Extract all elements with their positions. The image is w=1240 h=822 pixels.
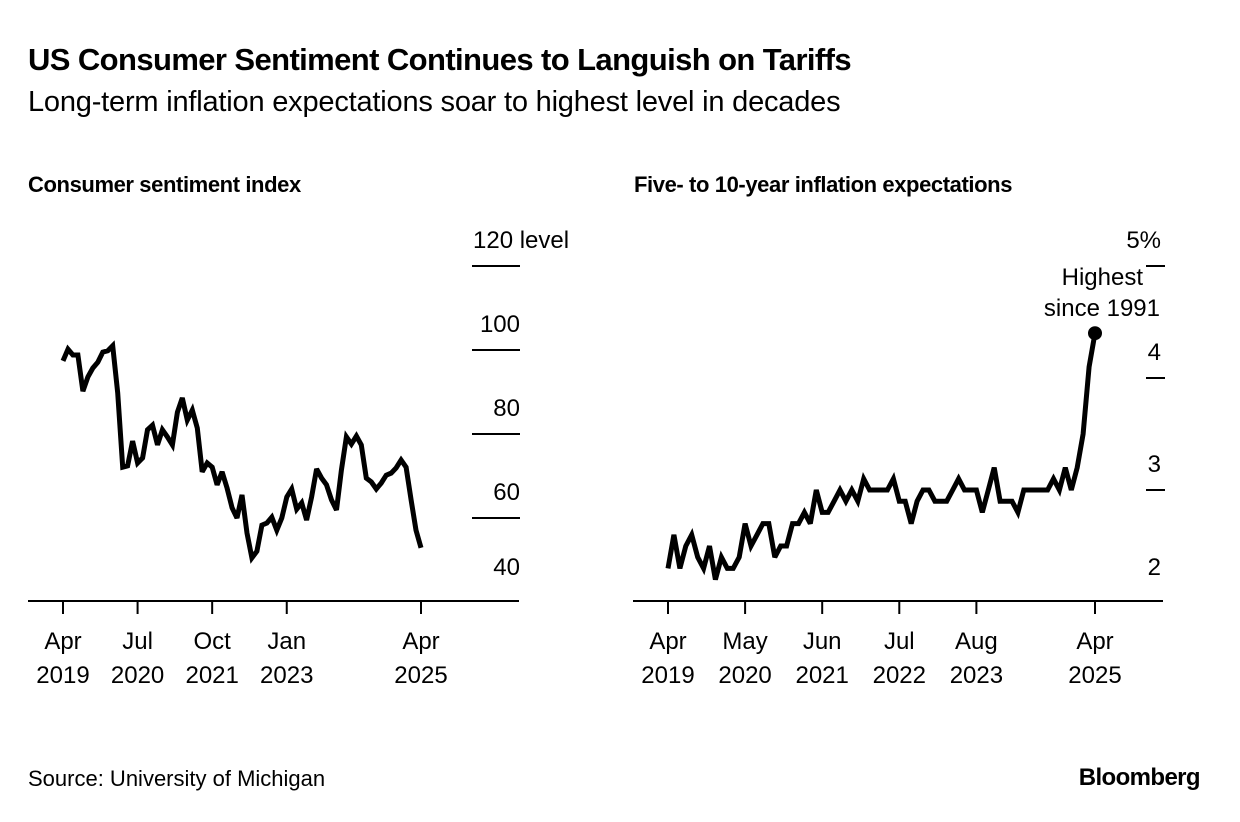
x-tick-label-month: Apr — [1076, 628, 1113, 655]
consumer-sentiment-chart: 40 60 80 100 120 level Apr 2019 Jul 2020 Oct 2021 J… — [28, 227, 569, 689]
y-tick-label: 40 — [493, 554, 520, 581]
x-tick-label-year: 2021 — [185, 662, 238, 689]
y-tick-label: 120 level — [473, 227, 569, 254]
bloomberg-logo: Bloomberg — [1078, 764, 1201, 791]
y-tick-label: 3 — [1148, 451, 1161, 478]
x-tick-label-month: Jul — [122, 628, 153, 655]
x-tick-label-year: 2023 — [950, 662, 1003, 689]
x-tick-label-month: May — [722, 628, 767, 655]
annotation-line2: since 1991 — [1044, 295, 1160, 322]
source-note: Source: University of Michigan — [28, 766, 326, 791]
x-tick-label-year: 2019 — [36, 662, 89, 689]
annotation-line1: Highest — [1062, 264, 1144, 291]
x-tick-label-year: 2020 — [111, 662, 164, 689]
y-tick-label: 2 — [1148, 554, 1161, 581]
x-tick-label-year: 2025 — [1068, 662, 1121, 689]
right-panel-title: Five- to 10-year inflation expectations — [634, 172, 1013, 197]
x-tick-label-month: Apr — [649, 628, 686, 655]
y-tick-label: 100 — [480, 311, 520, 338]
x-tick-label-month: Jul — [884, 628, 915, 655]
y-tick-label: 80 — [493, 395, 520, 422]
chart-title: US Consumer Sentiment Continues to Langu… — [28, 42, 852, 77]
x-tick-label-year: 2022 — [873, 662, 926, 689]
y-tick-label: 60 — [493, 479, 520, 506]
x-tick-label-year: 2019 — [641, 662, 694, 689]
y-tick-label: 4 — [1148, 339, 1161, 366]
highest-marker-dot — [1088, 326, 1102, 341]
series-line-0 — [665, 332, 1098, 581]
x-tick-label-year: 2020 — [718, 662, 771, 689]
x-tick-label-month: Jan — [267, 628, 306, 655]
x-tick-label-year: 2021 — [795, 662, 848, 689]
x-tick-label-month: Aug — [955, 628, 998, 655]
x-tick-label-year: 2023 — [260, 662, 313, 689]
x-tick-label-year: 2025 — [394, 662, 447, 689]
y-tick-label: 5% — [1126, 227, 1161, 254]
x-tick-label-month: Oct — [193, 628, 231, 655]
left-panel-title: Consumer sentiment index — [28, 172, 301, 197]
series-line-0 — [60, 340, 424, 564]
chart-subtitle: Long-term inflation expectations soar to… — [28, 86, 841, 118]
x-tick-label-month: Apr — [44, 628, 81, 655]
x-tick-label-month: Apr — [402, 628, 439, 655]
x-tick-label-month: Jun — [803, 628, 842, 655]
